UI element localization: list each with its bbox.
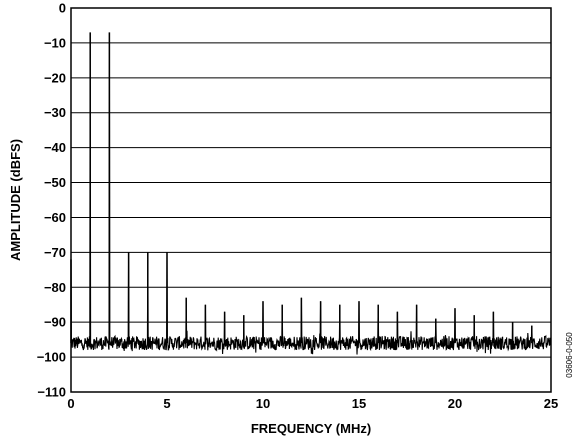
y-tick-label: −20 <box>44 70 66 85</box>
y-tick-label: −40 <box>44 140 66 155</box>
y-tick-label: −100 <box>37 350 66 365</box>
y-tick-label: −30 <box>44 105 66 120</box>
y-tick-labels: 0 −10 −20 −30 −40 −50 −60 −70 −80 −90 −100 −110 <box>37 1 66 400</box>
x-tick-label: 15 <box>352 396 366 411</box>
x-tick-label: 10 <box>256 396 270 411</box>
y-axis-title: AMPLITUDE (dBFS) <box>8 139 23 261</box>
grid-lines <box>71 42 551 358</box>
figure-id: 03606-0-050 <box>565 332 574 378</box>
y-tick-label: −80 <box>44 280 66 295</box>
harmonic-peaks <box>70 32 533 344</box>
x-tick-label: 0 <box>67 396 74 411</box>
x-axis-title: FREQUENCY (MHz) <box>251 421 371 436</box>
x-tick-label: 25 <box>544 396 558 411</box>
y-tick-label: −90 <box>44 315 66 330</box>
plot-frame <box>70 7 552 393</box>
y-tick-label: −10 <box>44 35 66 50</box>
y-tick-label: −70 <box>44 245 66 260</box>
spectrum-trace <box>70 32 552 355</box>
x-tick-label: 20 <box>448 396 462 411</box>
x-tick-labels: 0 5 10 15 20 25 <box>67 396 558 411</box>
y-tick-label: −50 <box>44 175 66 190</box>
y-tick-label: −60 <box>44 210 66 225</box>
x-tick-label: 5 <box>163 396 170 411</box>
y-tick-label: −110 <box>37 385 66 400</box>
spectrum-trace-group <box>70 32 552 355</box>
y-tick-label: 0 <box>59 1 66 16</box>
